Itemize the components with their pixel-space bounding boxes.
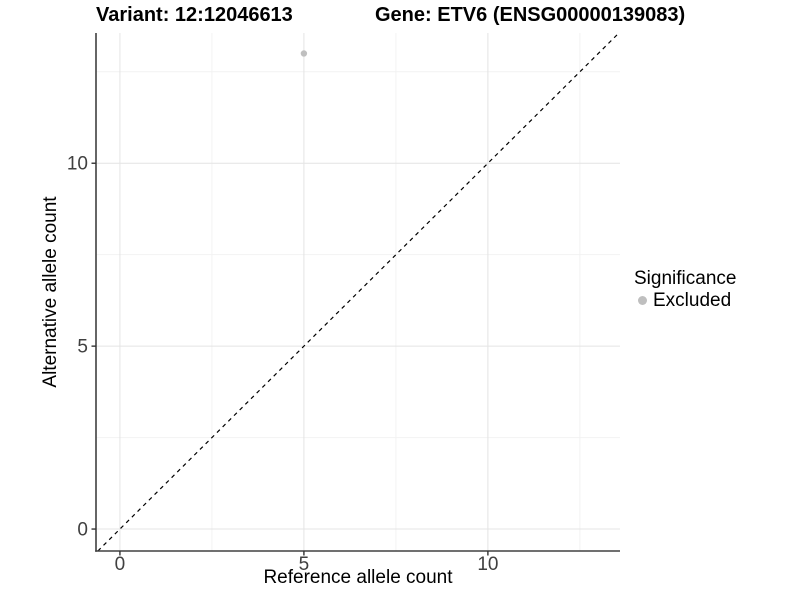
x-tick-label: 10 xyxy=(477,554,498,575)
legend-entry-label: Excluded xyxy=(653,290,732,311)
legend-entry-excluded: Excluded xyxy=(638,290,736,311)
y-tick-label: 10 xyxy=(67,154,88,175)
y-tick-label: 5 xyxy=(77,337,88,358)
x-axis-title: Reference allele count xyxy=(263,567,453,588)
legend-title: Significance xyxy=(634,268,737,289)
plot-title-variant: Variant: 12:12046613 xyxy=(96,4,293,26)
x-tick-label: 5 xyxy=(299,554,310,575)
plot-title-gene: Gene: ETV6 (ENSG00000139083) xyxy=(375,4,686,26)
x-tick-label: 0 xyxy=(115,554,126,575)
identity-dashed-line xyxy=(97,33,620,551)
y-axis-title: Alternative allele count xyxy=(40,196,61,388)
data-point xyxy=(300,50,308,57)
legend-key-dot xyxy=(638,296,647,305)
y-tick-label: 0 xyxy=(77,520,88,541)
legend: Significance Excluded xyxy=(634,268,736,311)
